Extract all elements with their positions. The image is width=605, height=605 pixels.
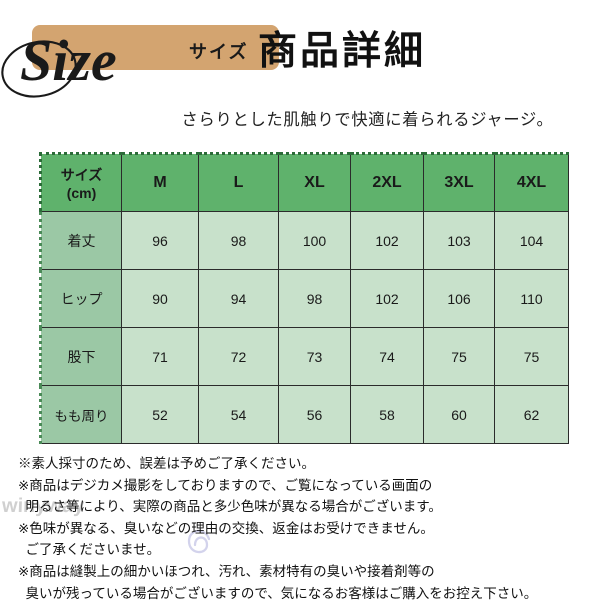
svg-text:Size: Size [20,28,117,93]
